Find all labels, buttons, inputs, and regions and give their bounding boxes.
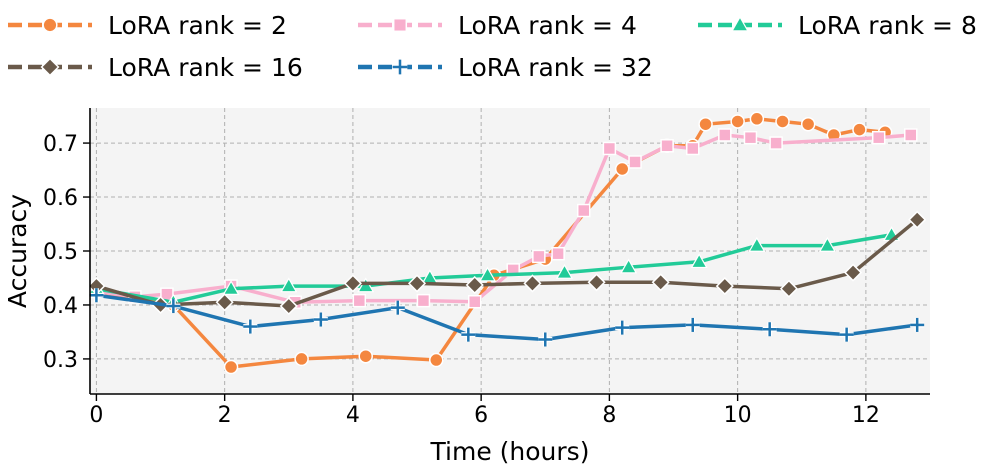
- data-point: [843, 263, 863, 282]
- y-tick-label: 0.4: [43, 294, 78, 319]
- data-point: [352, 293, 367, 308]
- x-tick-label: 4: [346, 403, 360, 428]
- data-point: [407, 274, 427, 293]
- data-point: [523, 274, 542, 293]
- data-point: [762, 322, 777, 337]
- data-point: [800, 116, 816, 132]
- legend-item: LoRA rank = 16: [8, 53, 303, 82]
- legend-item: LoRA rank = 2: [8, 11, 287, 40]
- data-point: [222, 280, 240, 295]
- data-point: [904, 128, 918, 142]
- data-point: [748, 236, 766, 252]
- data-point: [749, 111, 765, 127]
- axes: 0 2 4 6 8 10 12 0.3 0.4 0.5 0.6 0.7: [43, 108, 930, 428]
- legend-marker: [392, 59, 408, 75]
- data-point: [429, 352, 444, 368]
- legend-marker: [42, 17, 58, 33]
- data-point: [587, 273, 606, 292]
- y-tick-label: 0.7: [43, 132, 78, 157]
- data-point: [89, 288, 104, 303]
- data-point: [294, 351, 309, 367]
- legend-label: LoRA rank = 16: [108, 53, 303, 82]
- y-tick-label: 0.6: [43, 186, 78, 211]
- data-point: [555, 263, 574, 279]
- legend: LoRA rank = 2 LoRA rank = 4 LoRA rank = 8 L…: [8, 11, 977, 82]
- data-point: [715, 277, 734, 296]
- x-tick-label: 10: [724, 403, 752, 428]
- x-tick-label: 2: [218, 403, 232, 428]
- data-point: [908, 210, 927, 229]
- legend-marker: [40, 57, 60, 77]
- data-point: [602, 141, 617, 156]
- y-axis-label: Accuracy: [3, 194, 32, 308]
- data-point: [280, 277, 298, 293]
- data-point: [416, 293, 431, 308]
- data-point: [243, 319, 258, 334]
- data-point: [730, 114, 745, 129]
- x-axis-label: Time (hours): [430, 437, 590, 466]
- legend-label: LoRA rank = 8: [798, 11, 977, 40]
- data-point: [651, 273, 670, 292]
- x-tick-label: 12: [852, 403, 880, 428]
- data-point: [775, 114, 790, 129]
- data-point: [343, 274, 362, 293]
- data-point: [698, 116, 713, 132]
- series-line: [95, 218, 919, 308]
- data-point: [576, 203, 591, 218]
- x-tick-label: 6: [474, 403, 488, 428]
- data-point: [718, 128, 732, 142]
- data-point: [461, 327, 476, 342]
- data-point: [279, 296, 298, 316]
- data-point: [532, 249, 546, 264]
- data-point: [467, 294, 482, 309]
- data-point: [871, 130, 886, 145]
- series-4: [87, 210, 927, 316]
- data-point: [538, 332, 553, 347]
- series-5: [89, 288, 925, 347]
- data-point: [852, 122, 867, 137]
- data-point: [390, 300, 405, 315]
- data-point: [479, 266, 497, 282]
- data-point: [910, 317, 925, 332]
- data-point: [685, 317, 700, 332]
- series-layer: [87, 111, 927, 375]
- legend-item: LoRA rank = 4: [358, 11, 637, 40]
- legend-item: LoRA rank = 32: [358, 53, 653, 82]
- y-tick-label: 0.3: [43, 348, 78, 373]
- legend-item: LoRA rank = 8: [698, 11, 977, 40]
- data-point: [660, 139, 674, 153]
- data-point: [685, 141, 700, 156]
- data-point: [628, 155, 642, 169]
- legend-marker: [392, 17, 408, 33]
- data-point: [779, 279, 798, 298]
- data-point: [769, 136, 783, 150]
- legend-label: LoRA rank = 32: [458, 53, 653, 82]
- legend-label: LoRA rank = 2: [108, 11, 287, 40]
- legend-marker: [731, 15, 749, 32]
- x-tick-label: 0: [89, 403, 103, 428]
- series-line: [96, 293, 918, 342]
- series-2: [89, 128, 918, 310]
- data-point: [839, 327, 854, 342]
- legend-label: LoRA rank = 4: [458, 11, 637, 40]
- data-point: [551, 246, 565, 261]
- data-point: [615, 320, 630, 335]
- data-point: [620, 258, 638, 274]
- data-point: [223, 359, 239, 375]
- data-point: [614, 161, 630, 177]
- data-point: [818, 236, 836, 252]
- data-point: [690, 253, 708, 269]
- data-point: [166, 299, 181, 314]
- data-point: [313, 312, 328, 327]
- data-point: [358, 348, 373, 364]
- y-tick-label: 0.5: [43, 240, 78, 265]
- data-point: [357, 277, 375, 293]
- data-point: [743, 130, 758, 145]
- data-point: [465, 275, 484, 295]
- data-point: [215, 293, 234, 312]
- x-tick-label: 8: [602, 403, 616, 428]
